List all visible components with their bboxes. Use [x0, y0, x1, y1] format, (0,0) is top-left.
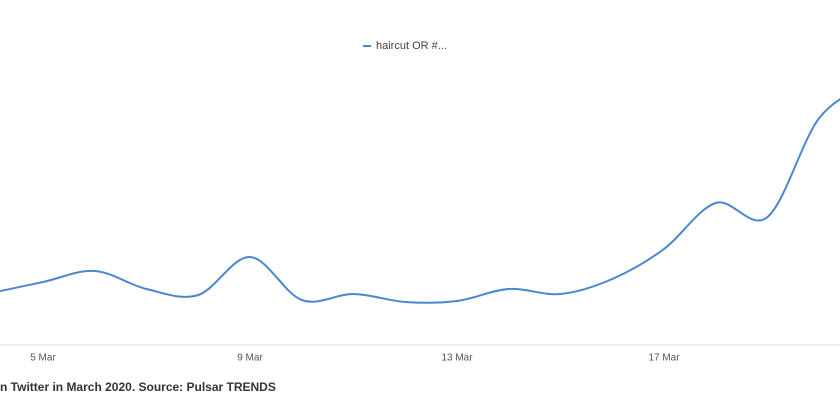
line	[0, 98, 840, 304]
x-tick-label: 17 Mar	[648, 353, 680, 364]
x-tick-label: 9 Mar	[237, 353, 263, 364]
x-tick-label: 5 Mar	[30, 353, 56, 364]
caption: n Twitter in March 2020. Source: Pulsar …	[0, 380, 276, 394]
legend-label: haircut OR #...	[376, 40, 447, 52]
x-tick-label: 13 Mar	[441, 353, 473, 364]
